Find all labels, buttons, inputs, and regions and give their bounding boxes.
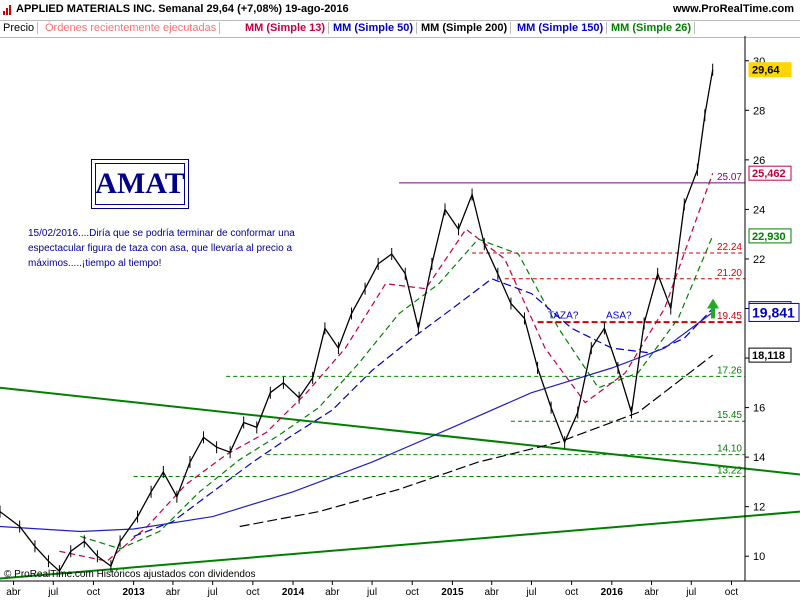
x-tick-label: abr	[644, 587, 659, 598]
x-tick-label: oct	[406, 587, 420, 598]
y-tick-label: 12	[753, 502, 765, 514]
trendline-lower	[0, 510, 800, 580]
x-tick-label: 2013	[123, 587, 146, 598]
price-series	[0, 63, 714, 578]
y-tick-label: 16	[753, 403, 765, 415]
level-label: 14.10	[717, 444, 742, 455]
price-badge-box	[748, 347, 792, 363]
ma-line	[0, 311, 714, 533]
legend-item[interactable]: MM (Simple 50)	[330, 22, 418, 34]
price-badge-box	[748, 302, 800, 322]
x-tick-label: abr	[6, 587, 21, 598]
axes: 1012141618202224262830abrjuloct2013abrju…	[0, 36, 800, 598]
ma-line	[80, 235, 714, 550]
x-tick-label: 2015	[441, 587, 464, 598]
legend-item[interactable]: MM (Simple 150)	[514, 22, 608, 34]
x-tick-label: 2016	[601, 587, 624, 598]
legend-item[interactable]: Órdenes recientemente ejecutadas	[42, 22, 221, 34]
ticker-label: AMAT	[91, 159, 189, 209]
legend-item[interactable]: MM (Simple 26)	[608, 22, 696, 34]
price-badge-label: 19,841	[752, 304, 795, 320]
x-tick-label: jul	[685, 587, 696, 598]
x-tick-label: jul	[366, 587, 377, 598]
y-tick-label: 26	[753, 155, 765, 167]
price-chart[interactable]: 25.07 22.24 21.20 19.45 17.26 15.45 14.10 13.22…	[0, 36, 800, 600]
x-tick-label: oct	[246, 587, 260, 598]
level-label: 15.45	[717, 410, 742, 421]
moving-averages	[0, 172, 714, 562]
level-label: 13.22	[717, 465, 742, 476]
x-tick-label: abr	[325, 587, 340, 598]
level-label: 22.24	[717, 242, 742, 253]
taza-label: TAZA?	[548, 310, 579, 321]
x-tick-label: oct	[87, 587, 101, 598]
up-arrow-icon	[707, 298, 719, 319]
price-badge-box	[748, 228, 792, 244]
indicator-legend: Precio Órdenes recientemente ejecutadas MM…	[0, 20, 800, 38]
brand-link[interactable]: www.ProRealTime.com	[672, 3, 794, 15]
trendlines	[0, 386, 800, 580]
horizontal-levels: 25.07 22.24 21.20 19.45 17.26 15.45 14.10 13.22	[133, 172, 745, 477]
y-tick-label: 24	[753, 204, 765, 216]
level-label: 17.26	[717, 365, 742, 376]
price-badge-label: 29,64	[752, 65, 780, 77]
x-tick-label: oct	[565, 587, 579, 598]
x-tick-label: oct	[725, 587, 739, 598]
price-badge-box	[748, 62, 792, 78]
x-tick-label: jul	[47, 587, 58, 598]
ma-line	[133, 278, 714, 537]
y-tick-label: 10	[753, 551, 765, 563]
level-label: 25.07	[717, 172, 742, 183]
x-tick-label: 2014	[282, 587, 305, 598]
y-tick-label: 14	[753, 452, 765, 464]
price-badge-label: 18,118	[752, 350, 785, 362]
price-badge-label: 25,462	[752, 168, 786, 180]
chart-header: APPLIED MATERIALS INC. Semanal 29,64 (+7…	[0, 0, 800, 20]
x-tick-label: abr	[484, 587, 499, 598]
y-tick-label: 28	[753, 105, 765, 117]
x-tick-label: jul	[525, 587, 536, 598]
footer-copyright: © ProRealTime.com Históricos ajustados c…	[4, 569, 256, 580]
price-badge-label: 22,930	[752, 231, 786, 243]
legend-item[interactable]: Precio	[0, 22, 39, 34]
chart-title: APPLIED MATERIALS INC. Semanal 29,64 (+7…	[16, 3, 349, 15]
asa-label: ASA?	[606, 310, 632, 321]
x-tick-label: jul	[207, 587, 218, 598]
legend-item[interactable]: MM (Simple 13)	[242, 22, 330, 34]
trendline-upper	[0, 386, 800, 476]
ma-line	[239, 354, 714, 528]
price-badge-box	[748, 165, 792, 181]
prorealtime-logo-icon	[3, 5, 11, 15]
analysis-note: 15/02/2016....Diría que se podría termin…	[28, 228, 295, 269]
legend-item[interactable]: MM (Simple 200)	[418, 22, 512, 34]
annotations: TAZA? ASA?	[548, 298, 719, 321]
level-label: 21.20	[717, 268, 742, 279]
x-tick-label: abr	[166, 587, 181, 598]
y-tick-label: 22	[753, 254, 765, 266]
level-label: 19.45	[717, 311, 742, 322]
